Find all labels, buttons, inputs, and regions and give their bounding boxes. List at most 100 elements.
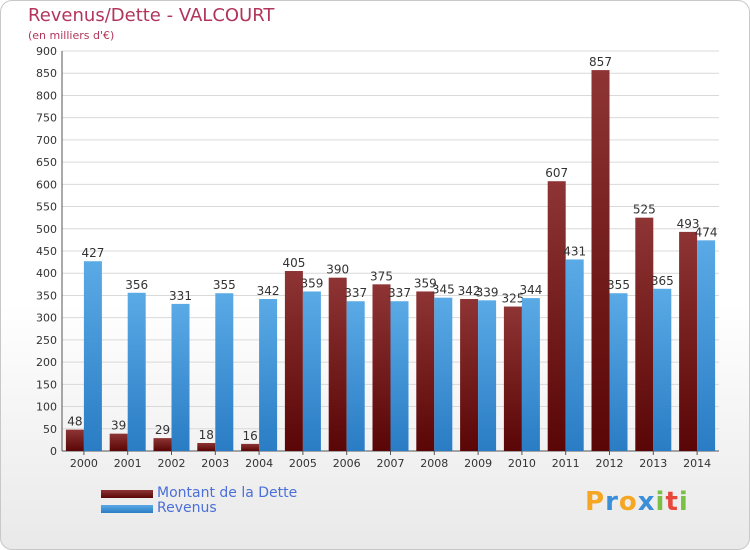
logo-letter: P — [585, 487, 606, 517]
revenue-value-label: 355 — [607, 278, 630, 292]
debt-bar — [416, 291, 435, 451]
x-tick-label: 2002 — [158, 457, 186, 470]
x-tick-label: 2009 — [464, 457, 492, 470]
logo-letter: r — [605, 487, 619, 517]
debt-value-label: 18 — [199, 428, 214, 442]
revenue-bar — [171, 303, 190, 451]
y-tick-label: 200 — [36, 356, 57, 369]
revenue-bar — [434, 297, 453, 451]
x-tick-label: 2012 — [596, 457, 624, 470]
y-tick-label: 300 — [36, 312, 57, 325]
y-tick-label: 700 — [36, 134, 57, 147]
x-tick-label: 2014 — [683, 457, 711, 470]
y-tick-label: 150 — [36, 378, 57, 391]
x-tick-label: 2008 — [420, 457, 448, 470]
revenue-bar — [302, 291, 321, 451]
y-tick-label: 600 — [36, 178, 57, 191]
revenue-value-label: 345 — [432, 283, 455, 297]
y-tick-label: 900 — [36, 45, 57, 58]
revenue-value-label: 339 — [476, 285, 499, 299]
debt-value-label: 29 — [155, 423, 170, 437]
debt-value-label: 16 — [242, 429, 257, 443]
debt-bar — [328, 277, 347, 451]
revenue-value-label: 359 — [300, 276, 323, 290]
debt-bar — [460, 299, 479, 451]
revenue-value-label: 337 — [388, 286, 411, 300]
debt-bar — [547, 181, 566, 451]
debt-bar — [635, 217, 654, 451]
revenue-bar — [565, 259, 584, 451]
revenue-value-label: 356 — [125, 278, 148, 292]
y-tick-label: 550 — [36, 201, 57, 214]
y-tick-label: 50 — [43, 423, 57, 436]
debt-bar — [241, 443, 260, 451]
revenue-bar — [127, 292, 146, 451]
y-tick-label: 250 — [36, 334, 57, 347]
debt-bar — [372, 284, 391, 451]
revenue-bar — [609, 293, 628, 451]
x-tick-label: 2006 — [333, 457, 361, 470]
legend-swatch-revenue — [101, 505, 153, 513]
debt-value-label: 325 — [501, 292, 524, 306]
debt-value-label: 607 — [545, 166, 568, 180]
y-tick-label: 650 — [36, 156, 57, 169]
revenue-value-label: 474 — [695, 225, 718, 239]
revenue-bar — [346, 301, 365, 451]
debt-bar — [503, 306, 522, 451]
debt-value-label: 857 — [589, 55, 612, 69]
debt-bar — [109, 433, 128, 451]
y-tick-label: 500 — [36, 223, 57, 236]
logo-letter: i — [678, 487, 689, 517]
revenue-value-label: 365 — [651, 274, 674, 288]
revenue-bar — [83, 261, 102, 451]
revenue-value-label: 344 — [519, 283, 542, 297]
x-tick-label: 2011 — [552, 457, 580, 470]
y-tick-label: 350 — [36, 289, 57, 302]
x-tick-label: 2007 — [377, 457, 405, 470]
debt-bar — [197, 443, 216, 451]
proxiti-logo: Proxiti — [585, 487, 689, 517]
x-tick-label: 2004 — [245, 457, 273, 470]
debt-value-label: 405 — [282, 256, 305, 270]
revenue-bar — [521, 298, 540, 451]
debt-value-label: 359 — [414, 276, 437, 290]
debt-value-label: 375 — [370, 269, 393, 283]
debt-value-label: 525 — [633, 203, 656, 217]
logo-letter: o — [618, 487, 638, 517]
revenue-value-label: 342 — [257, 284, 280, 298]
x-tick-label: 2000 — [70, 457, 98, 470]
legend-swatch-debt — [101, 490, 153, 498]
y-tick-label: 850 — [36, 67, 57, 80]
x-tick-label: 2005 — [289, 457, 317, 470]
revenue-value-label: 427 — [81, 246, 104, 260]
debt-value-label: 39 — [111, 419, 126, 433]
revenue-value-label: 355 — [213, 278, 236, 292]
revenue-bar — [653, 288, 672, 451]
debt-value-label: 342 — [458, 284, 481, 298]
revenue-bar — [259, 299, 278, 451]
chart-title: Revenus/Dette - VALCOURT — [28, 5, 275, 26]
x-tick-label: 2003 — [201, 457, 229, 470]
legend-label-revenue: Revenus — [157, 500, 217, 516]
revenue-value-label: 431 — [563, 244, 586, 258]
y-tick-label: 450 — [36, 245, 57, 258]
debt-value-label: 48 — [67, 415, 82, 429]
y-tick-label: 400 — [36, 267, 57, 280]
logo-letter: i — [655, 487, 666, 517]
debt-value-label: 390 — [326, 263, 349, 277]
debt-bar — [591, 70, 610, 451]
revenue-value-label: 331 — [169, 289, 192, 303]
revenue-bar — [215, 293, 234, 451]
debt-value-label: 493 — [677, 217, 700, 231]
y-tick-label: 0 — [50, 445, 57, 458]
revenue-bar — [478, 300, 497, 451]
logo-letter: t — [665, 487, 679, 517]
x-tick-label: 2013 — [639, 457, 667, 470]
logo-letter: x — [637, 487, 656, 517]
debt-bar — [65, 429, 84, 451]
debt-bar — [679, 231, 698, 451]
x-tick-label: 2010 — [508, 457, 536, 470]
revenue-bar — [697, 240, 716, 451]
